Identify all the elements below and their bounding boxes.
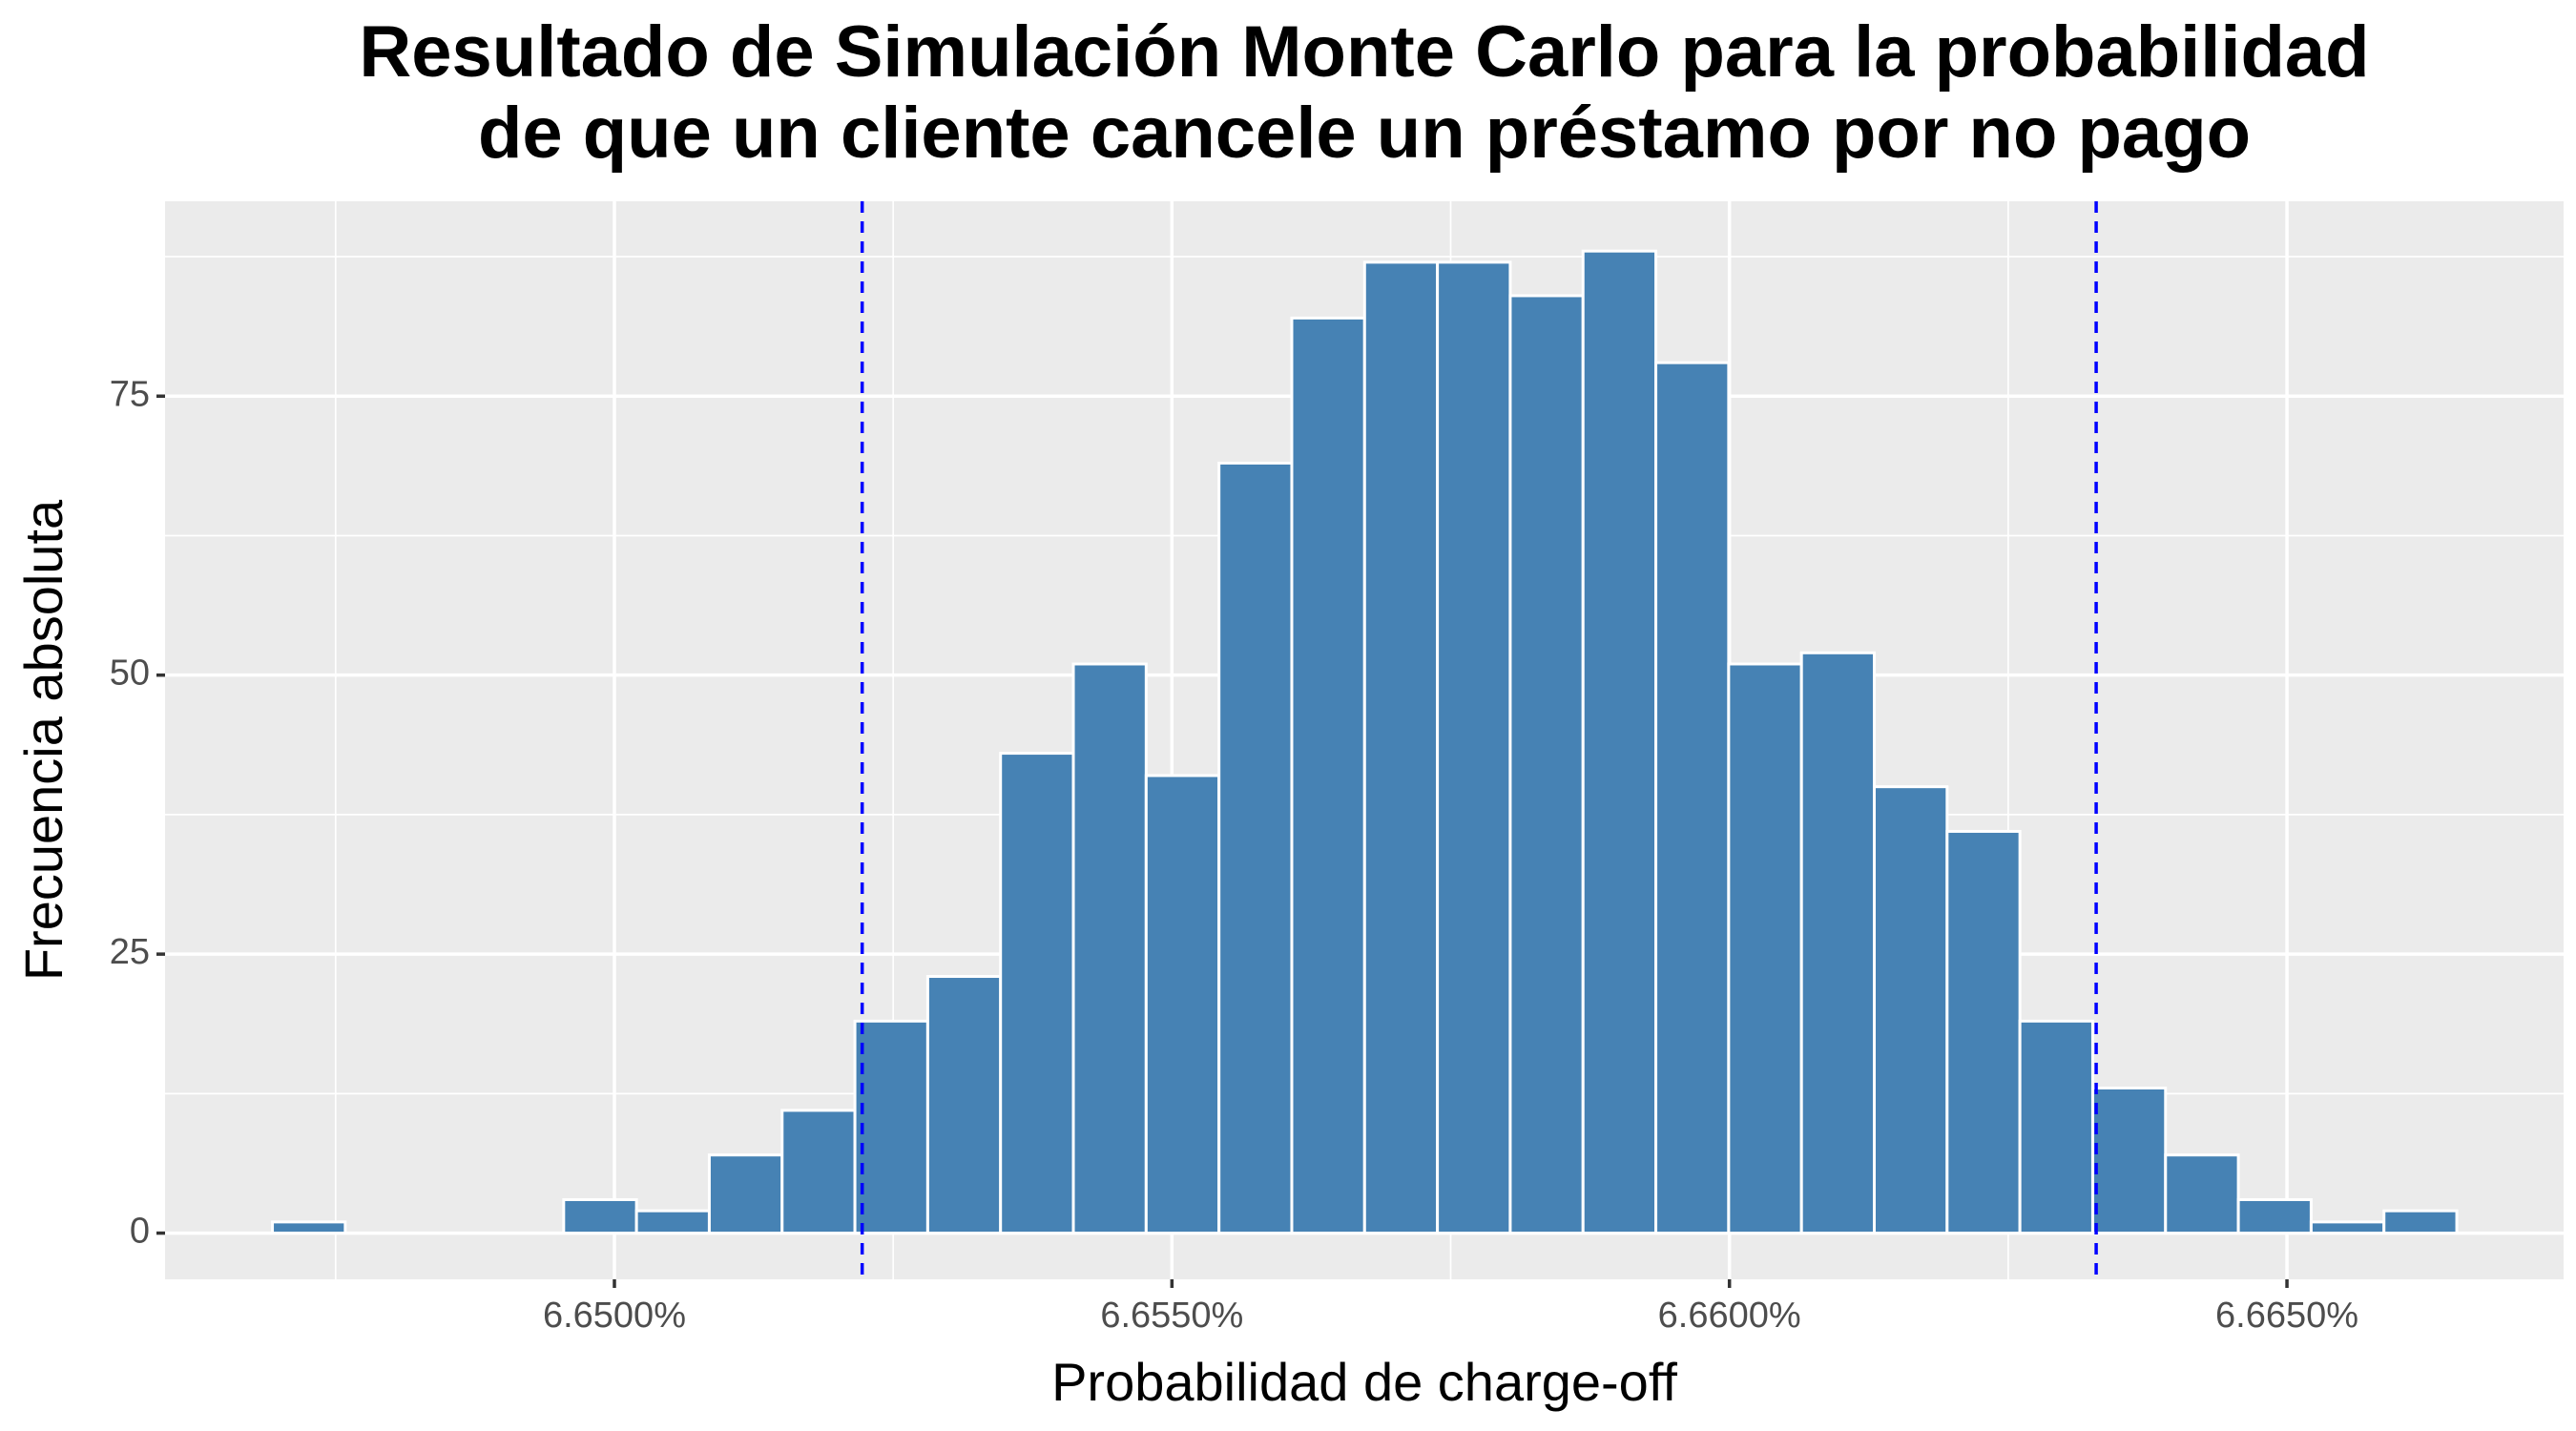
bar xyxy=(1144,774,1221,1235)
bar xyxy=(2018,1019,2094,1235)
y-axis-title: Frecuencia absoluta xyxy=(13,499,73,981)
bar xyxy=(2382,1209,2459,1235)
bar xyxy=(1945,829,2022,1235)
bar xyxy=(634,1209,711,1235)
bar xyxy=(780,1109,857,1235)
bar xyxy=(1436,260,1512,1235)
bar xyxy=(2164,1153,2240,1235)
bar xyxy=(2090,1087,2168,1235)
y-tick-label: 50 xyxy=(110,653,150,694)
bar xyxy=(853,1019,929,1235)
y-tick-label: 25 xyxy=(110,932,150,972)
bar xyxy=(999,752,1075,1235)
bar xyxy=(1217,461,1294,1235)
chart-title: de que un cliente cancele un préstamo po… xyxy=(478,93,2251,174)
bar xyxy=(1727,662,1803,1235)
x-tick-label: 6.6500% xyxy=(543,1296,686,1336)
x-axis-title: Probabilidad de charge-off xyxy=(1051,1352,1677,1412)
bar xyxy=(1362,260,1440,1235)
y-tick-label: 75 xyxy=(110,374,150,414)
bar xyxy=(2236,1197,2313,1235)
bar xyxy=(271,1220,347,1235)
bar xyxy=(1654,361,1731,1235)
y-tick-label: 0 xyxy=(130,1212,150,1252)
bar xyxy=(2309,1220,2386,1235)
bar xyxy=(562,1197,638,1235)
bar xyxy=(1290,316,1366,1235)
chart-title: Resultado de Simulación Monte Carlo para… xyxy=(359,11,2369,93)
bar xyxy=(1071,662,1148,1235)
bar xyxy=(925,975,1003,1235)
x-tick-label: 6.6650% xyxy=(2215,1296,2358,1336)
bar xyxy=(707,1153,784,1235)
x-tick-label: 6.6600% xyxy=(1658,1296,1801,1336)
bar xyxy=(1799,651,1877,1235)
bar xyxy=(1581,249,1658,1235)
x-tick-label: 6.6550% xyxy=(1100,1296,1243,1336)
bar xyxy=(1873,785,1949,1235)
bar xyxy=(1508,294,1585,1235)
